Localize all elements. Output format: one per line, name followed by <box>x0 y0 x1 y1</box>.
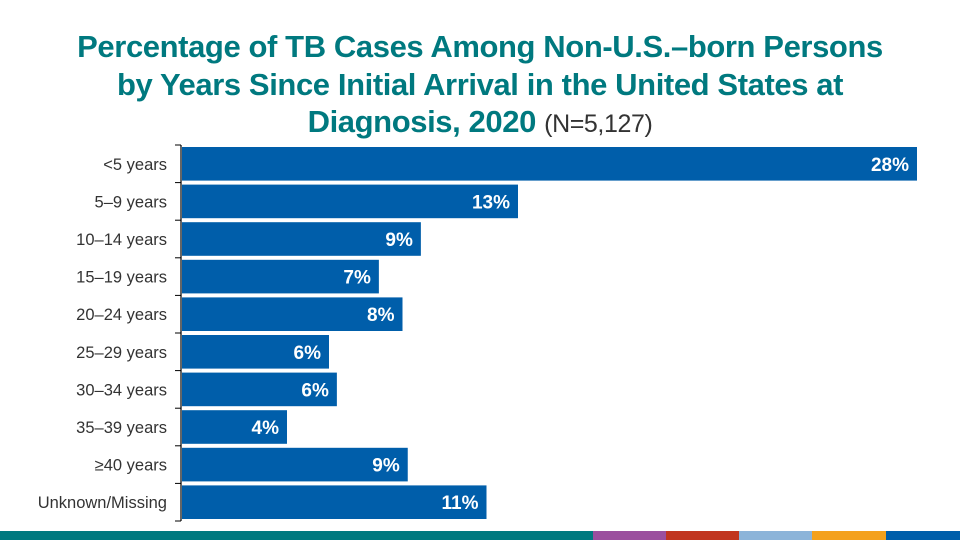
bar-7 <box>182 410 287 444</box>
bar-1 <box>182 184 518 219</box>
data-label-2: 9% <box>385 230 413 251</box>
data-label-8: 9% <box>372 456 400 477</box>
bar-0 <box>182 147 917 181</box>
category-label-3: 15–19 years <box>76 269 167 287</box>
title-line-2: by Years Since Initial Arrival in the Un… <box>116 66 844 102</box>
category-label-4: 20–24 years <box>76 306 167 324</box>
category-label-7: 35–39 years <box>76 419 167 437</box>
footer-stripe-red <box>666 531 739 540</box>
bar-4 <box>182 297 403 331</box>
data-label-7: 4% <box>252 418 280 439</box>
bar-2 <box>182 222 421 256</box>
data-label-4: 8% <box>367 305 395 326</box>
title-line-3: Diagnosis, 2020 (N=5,127) <box>0 103 960 144</box>
footer-stripe-orange <box>812 531 886 540</box>
category-label-9: Unknown/Missing <box>38 494 167 512</box>
title-line-1: Percentage of TB Cases Among Non-U.S.–bo… <box>77 29 883 64</box>
footer-stripe-purple <box>593 531 666 540</box>
bar-5 <box>182 335 329 369</box>
bar-3 <box>182 259 379 294</box>
data-label-5: 6% <box>294 343 322 364</box>
title-line-3-text: Diagnosis, 2020 <box>307 104 537 139</box>
chart-title: Percentage of TB Cases Among Non-U.S.–bo… <box>0 28 960 144</box>
data-label-3: 7% <box>343 268 371 289</box>
data-label-1: 13% <box>472 192 510 213</box>
footer-stripe-blue <box>886 531 960 540</box>
category-label-2: 10–14 years <box>76 231 167 249</box>
bar-6 <box>182 372 337 407</box>
footer-stripe-lightblue <box>739 531 812 540</box>
data-label-6: 6% <box>301 380 329 401</box>
bar-9 <box>182 485 487 519</box>
footer-stripe-teal <box>0 531 593 540</box>
category-label-8: ≥40 years <box>95 457 167 475</box>
category-label-5: 25–29 years <box>76 344 167 362</box>
chart-subtitle: (N=5,127) <box>544 110 653 138</box>
bar-8 <box>182 447 408 482</box>
data-label-9: 11% <box>442 493 479 514</box>
category-label-1: 5–9 years <box>95 193 167 211</box>
data-label-0: 28% <box>871 155 909 176</box>
footer-color-stripe <box>0 531 960 540</box>
category-label-6: 30–34 years <box>76 381 167 399</box>
category-label-0: <5 years <box>103 156 167 174</box>
